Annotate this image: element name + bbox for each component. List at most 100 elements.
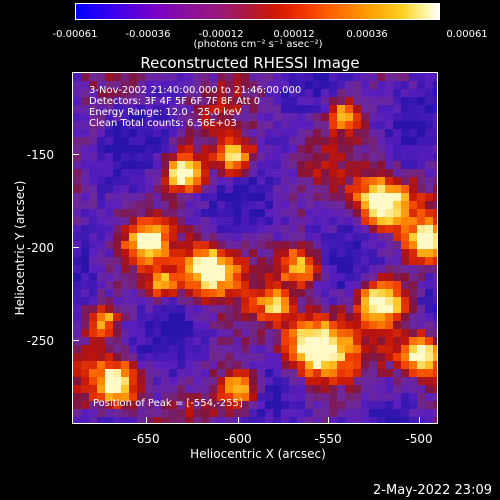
heatmap-cell	[153, 257, 161, 265]
heatmap-cell	[321, 233, 329, 241]
heatmap-cell	[369, 105, 377, 113]
heatmap-cell	[257, 353, 265, 361]
heatmap-cell	[353, 169, 361, 177]
heatmap-cell	[385, 409, 393, 417]
heatmap-cell	[265, 345, 273, 353]
heatmap-cell	[225, 169, 233, 177]
heatmap-cell	[233, 73, 241, 81]
heatmap-cell	[161, 417, 169, 423]
heatmap-cell	[385, 241, 393, 249]
heatmap-cell	[393, 257, 401, 265]
heatmap-cell	[257, 81, 265, 89]
heatmap-cell	[153, 97, 161, 105]
heatmap-cell	[81, 337, 89, 345]
heatmap-cell	[433, 249, 437, 257]
heatmap-cell	[177, 233, 185, 241]
heatmap-cell	[297, 153, 305, 161]
heatmap-cell	[305, 233, 313, 241]
heatmap-cell	[105, 345, 113, 353]
heatmap-cell	[377, 353, 385, 361]
heatmap-cell	[321, 281, 329, 289]
heatmap-cell	[73, 73, 81, 81]
heatmap-cell	[281, 313, 289, 321]
heatmap-cell	[369, 209, 377, 217]
heatmap-cell	[385, 225, 393, 233]
heatmap-cell	[273, 161, 281, 169]
colorbar-tick: 0.00061	[446, 29, 488, 40]
heatmap-cell	[417, 161, 425, 169]
heatmap-cell	[233, 105, 241, 113]
heatmap-cell	[369, 113, 377, 121]
heatmap-cell	[81, 273, 89, 281]
heatmap-cell	[281, 385, 289, 393]
heatmap-cell	[289, 105, 297, 113]
heatmap-cell	[409, 313, 417, 321]
heatmap-cell	[145, 329, 153, 337]
heatmap-cell	[385, 337, 393, 345]
heatmap-cell	[217, 281, 225, 289]
heatmap-cell	[97, 281, 105, 289]
heatmap-cell	[249, 321, 257, 329]
heatmap-cell	[241, 169, 249, 177]
heatmap-cell	[161, 273, 169, 281]
heatmap-cell	[193, 265, 201, 273]
heatmap-cell	[361, 329, 369, 337]
heatmap-cell	[409, 153, 417, 161]
heatmap-cell	[321, 217, 329, 225]
heatmap-cell	[153, 401, 161, 409]
heatmap-cell	[73, 289, 81, 297]
heatmap-cell	[417, 129, 425, 137]
heatmap-cell	[409, 81, 417, 89]
heatmap-cell	[345, 177, 353, 185]
heatmap-cell	[177, 385, 185, 393]
heatmap-cell	[265, 281, 273, 289]
heatmap-cell	[209, 201, 217, 209]
heatmap-cell	[97, 81, 105, 89]
heatmap-cell	[177, 153, 185, 161]
heatmap-cell	[161, 177, 169, 185]
heatmap-cell	[257, 169, 265, 177]
heatmap-cell	[89, 145, 97, 153]
heatmap-cell	[433, 97, 437, 105]
heatmap-cell	[193, 297, 201, 305]
heatmap-cell	[281, 417, 289, 423]
heatmap-cell	[337, 113, 345, 121]
heatmap-cell	[377, 401, 385, 409]
heatmap-cell	[73, 137, 81, 145]
colorbar	[75, 3, 440, 20]
heatmap-cell	[425, 401, 433, 409]
heatmap-cell	[193, 345, 201, 353]
heatmap-cell	[153, 337, 161, 345]
heatmap-cell	[145, 273, 153, 281]
heatmap-cell	[145, 361, 153, 369]
heatmap-cell	[401, 161, 409, 169]
heatmap-cell	[129, 241, 137, 249]
heatmap-cell	[313, 313, 321, 321]
heatmap-cell	[177, 369, 185, 377]
heatmap-cell	[105, 73, 113, 81]
heatmap-cell	[297, 361, 305, 369]
heatmap-cell	[417, 409, 425, 417]
heatmap-cell	[329, 145, 337, 153]
heatmap-cell	[425, 313, 433, 321]
heatmap-cell	[185, 177, 193, 185]
heatmap-cell	[369, 369, 377, 377]
heatmap-cell	[433, 313, 437, 321]
heatmap-cell	[417, 265, 425, 273]
heatmap-cell	[369, 329, 377, 337]
heatmap-cell	[233, 201, 241, 209]
heatmap-cell	[121, 337, 129, 345]
heatmap-cell	[89, 241, 97, 249]
heatmap-cell	[105, 265, 113, 273]
heatmap-cell	[121, 153, 129, 161]
heatmap-cell	[361, 297, 369, 305]
heatmap-cell	[433, 185, 437, 193]
heatmap-cell	[425, 393, 433, 401]
heatmap-cell	[185, 97, 193, 105]
heatmap-cell	[217, 377, 225, 385]
heatmap-cell	[281, 321, 289, 329]
heatmap-cell	[193, 121, 201, 129]
y-tick-mark	[72, 247, 79, 248]
heatmap-cell	[121, 81, 129, 89]
heatmap-cell	[105, 105, 113, 113]
